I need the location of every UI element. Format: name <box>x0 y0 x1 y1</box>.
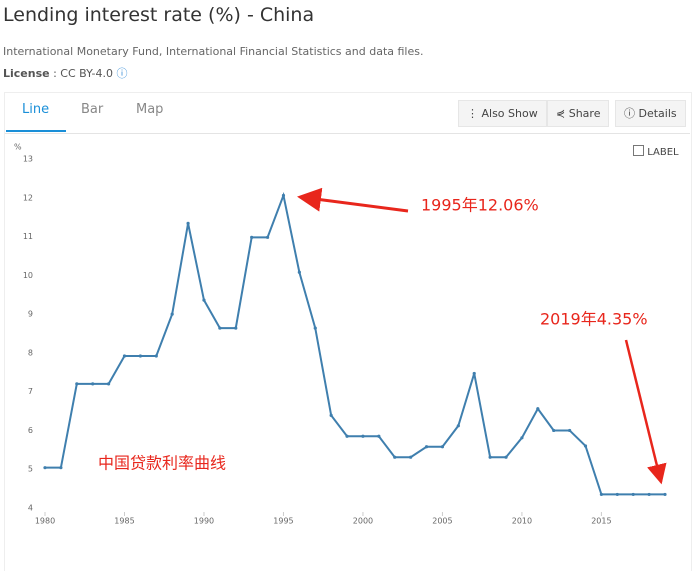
point <box>424 445 429 449</box>
details-button[interactable]: ⓘ Details <box>615 100 686 127</box>
button-label: Details <box>638 107 677 120</box>
button-label: Share <box>568 107 601 120</box>
point <box>393 455 397 459</box>
point <box>75 382 79 386</box>
point <box>488 455 492 459</box>
point <box>520 436 524 440</box>
point <box>138 354 142 358</box>
source: International Monetary Fund, Internation… <box>3 45 424 58</box>
point <box>218 326 222 330</box>
tab-underline <box>6 130 66 132</box>
point <box>615 492 619 497</box>
point <box>106 382 111 386</box>
point <box>377 434 381 438</box>
point <box>440 445 445 449</box>
y-tick-label: 13 <box>23 155 33 164</box>
x-tick-label: 1990 <box>194 517 214 526</box>
point <box>297 270 301 274</box>
share-button[interactable]: ⋞ Share <box>547 100 610 127</box>
point <box>154 354 158 358</box>
annotation: 2019年4.35% <box>540 310 648 329</box>
x-tick-label: 2005 <box>432 517 452 526</box>
x-tick-label: 1995 <box>273 517 293 526</box>
y-tick-label: 11 <box>23 232 33 241</box>
point <box>663 492 667 497</box>
x-tick-label: 2010 <box>512 517 532 526</box>
y-tick-label: 4 <box>28 504 33 513</box>
point <box>313 326 317 330</box>
x-tick-label: 2000 <box>353 517 373 526</box>
tab[interactable]: Bar <box>81 102 104 117</box>
button-label: Also Show <box>481 107 538 120</box>
point <box>59 466 63 470</box>
label-toggle[interactable]: LABEL <box>633 145 679 158</box>
also-show-button[interactable]: ⋮ Also Show <box>458 100 547 127</box>
license-label: License <box>3 67 50 80</box>
arrow <box>297 187 409 213</box>
point <box>409 455 413 459</box>
divider <box>5 133 690 134</box>
point <box>504 455 508 459</box>
point <box>361 434 365 438</box>
y-tick-label: 12 <box>23 193 33 202</box>
point <box>91 382 95 386</box>
line <box>45 191 665 496</box>
point <box>647 492 651 497</box>
annotation: 中国贷款利率曲线 <box>98 454 226 473</box>
y-tick-label: 5 <box>28 465 33 474</box>
point <box>599 492 604 497</box>
point <box>583 444 588 448</box>
point <box>122 354 127 358</box>
title: Lending interest rate (%) - China <box>3 4 315 26</box>
point <box>186 221 190 225</box>
tab[interactable]: Map <box>136 102 164 117</box>
point <box>265 235 270 239</box>
point <box>202 298 206 302</box>
point <box>552 428 556 433</box>
point <box>281 193 286 198</box>
point <box>345 434 349 438</box>
license-value: : CC BY-4.0 <box>53 67 113 80</box>
y-tick-label: 7 <box>28 387 33 396</box>
point <box>472 371 476 376</box>
y-tick-label: 8 <box>28 348 33 357</box>
y-tick-label: 9 <box>28 310 33 319</box>
arrow <box>624 339 667 485</box>
x-tick-label: 1985 <box>114 517 134 526</box>
license: License : CC BY-4.0 ⓘ <box>3 67 128 80</box>
point <box>250 235 254 239</box>
point <box>43 466 47 470</box>
x-tick-label: 2015 <box>591 517 611 526</box>
point <box>234 326 238 330</box>
point <box>631 492 635 497</box>
y-axis-label: % <box>14 143 22 152</box>
point <box>456 424 460 428</box>
point <box>536 407 540 411</box>
annotation: 1995年12.06% <box>421 196 539 215</box>
tab[interactable]: Line <box>22 102 50 117</box>
y-tick-label: 10 <box>23 271 33 280</box>
label-toggle-text: LABEL <box>647 147 679 158</box>
point <box>568 428 572 433</box>
point <box>170 312 174 316</box>
y-tick-label: 6 <box>28 426 33 435</box>
x-tick-label: 1980 <box>35 517 55 526</box>
point <box>329 413 333 417</box>
